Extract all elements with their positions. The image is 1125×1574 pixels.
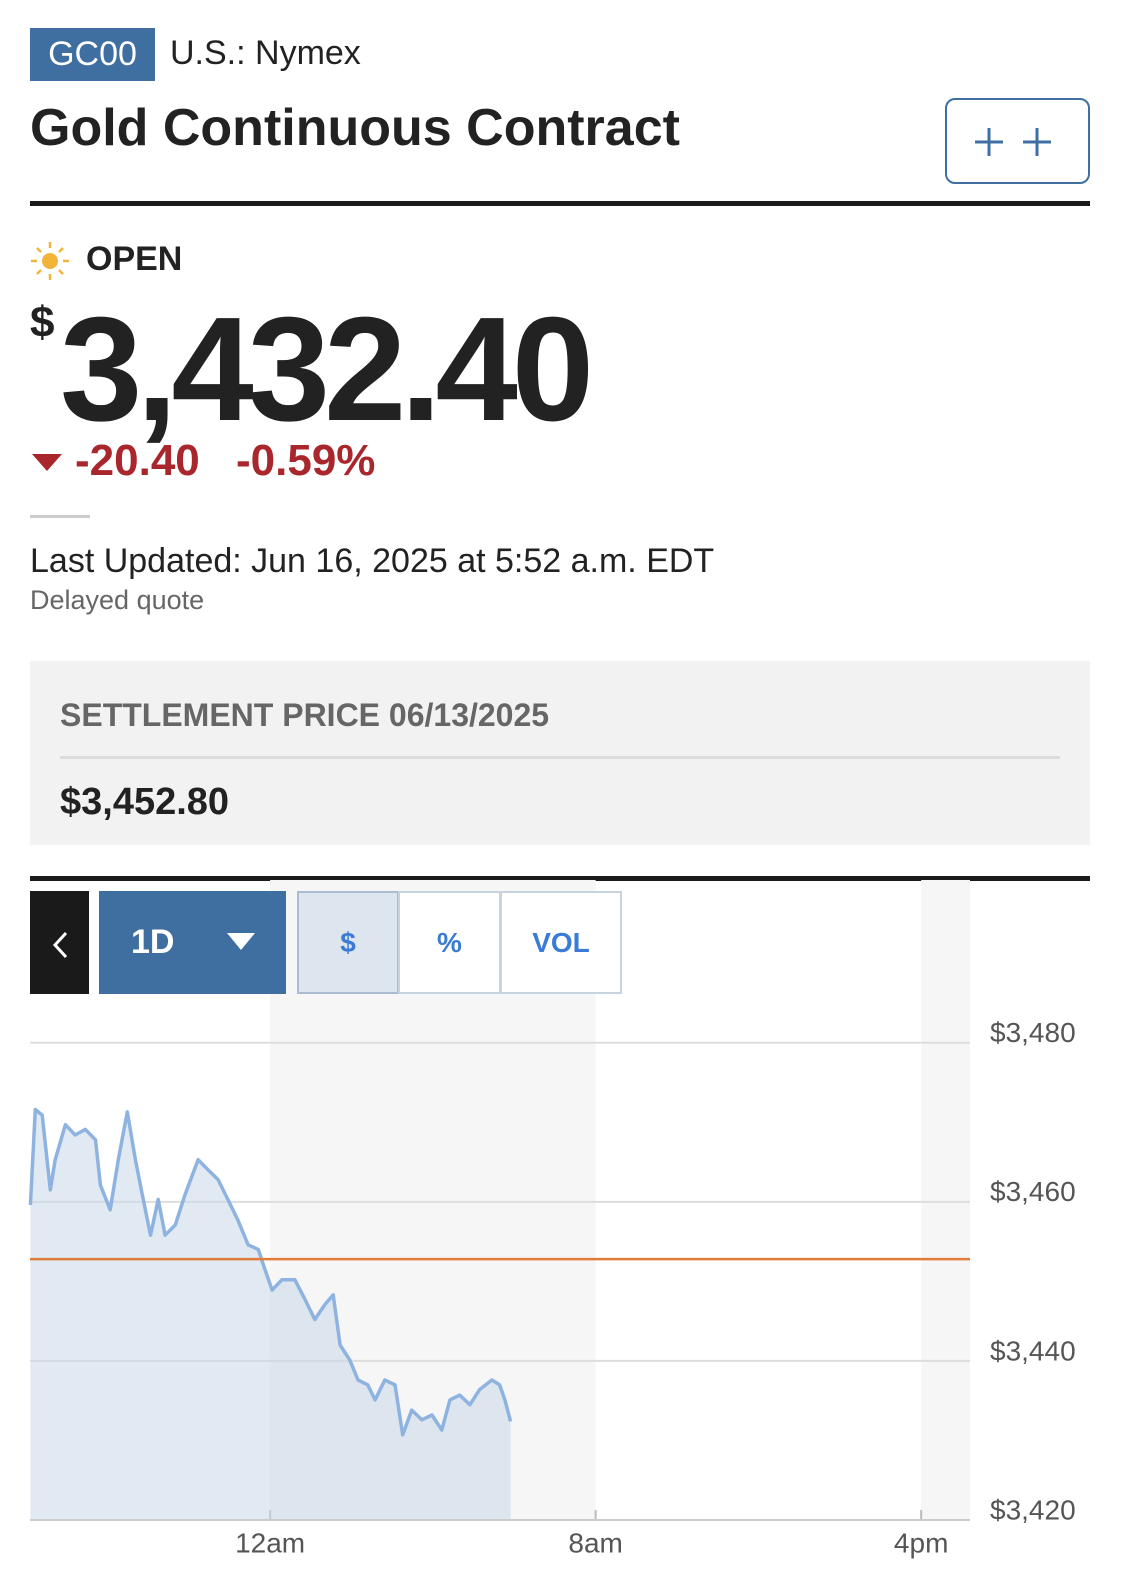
x-tick-label: 12am: [235, 1527, 305, 1558]
y-tick-label: $3,480: [990, 1017, 1076, 1048]
price-line: [28, 1107, 513, 1437]
change-percent: -0.59%: [236, 436, 376, 485]
y-tick-label: $3,440: [990, 1335, 1076, 1366]
symbol-badge: GC00: [30, 28, 155, 81]
sun-icon: [31, 242, 69, 280]
chevron: [52, 931, 67, 958]
range-selector[interactable]: 1D: [99, 891, 286, 994]
market-status: OPEN: [86, 240, 183, 278]
title: Gold Continuous Contract: [30, 99, 680, 157]
short-divider: [30, 515, 90, 518]
area-fill: [30, 1109, 511, 1520]
settlement-box: SETTLEMENT PRICE 06/13/2025 $3,452.80: [30, 661, 1090, 845]
range-label: 1D: [131, 923, 175, 961]
back-button[interactable]: [30, 891, 89, 994]
watchlist-button[interactable]: [945, 98, 1090, 184]
divider: [30, 201, 1090, 206]
mode-button[interactable]: $: [297, 891, 399, 994]
divider: [60, 756, 1060, 759]
mode-button[interactable]: %: [398, 891, 501, 994]
down-arrow: [32, 454, 62, 471]
y-tick-label: $3,460: [990, 1176, 1076, 1207]
y-tick-label: $3,420: [990, 1494, 1076, 1525]
divider: [30, 876, 1090, 881]
exchange: U.S.: Nymex: [170, 34, 361, 72]
delay-note: Delayed quote: [30, 585, 205, 615]
x-tick-label: 4pm: [894, 1527, 948, 1558]
mode-button[interactable]: VOL: [500, 891, 622, 994]
currency: $: [30, 298, 55, 347]
settlement-label: SETTLEMENT PRICE 06/13/2025: [60, 697, 550, 733]
last-updated: Last Updated: Jun 16, 2025 at 5:52 a.m. …: [30, 542, 715, 580]
x-tick-label: 8am: [568, 1527, 622, 1558]
plus-icons: [975, 128, 1051, 156]
change: -20.40: [75, 436, 200, 485]
settlement-value: $3,452.80: [60, 781, 230, 823]
session-shade: [921, 880, 970, 1520]
price: 3,432.40: [60, 287, 594, 452]
dropdown-arrow: [227, 933, 255, 950]
